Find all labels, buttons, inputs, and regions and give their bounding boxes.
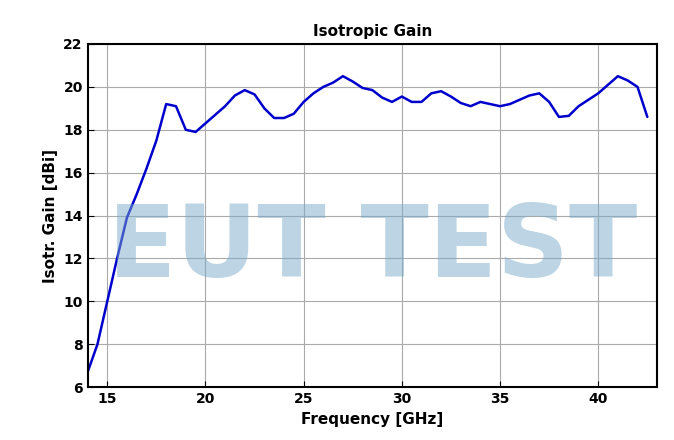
X-axis label: Frequency [GHz]: Frequency [GHz] (301, 411, 443, 427)
Text: EUT TEST: EUT TEST (108, 202, 637, 298)
Y-axis label: Isotr. Gain [dBi]: Isotr. Gain [dBi] (42, 149, 58, 282)
Title: Isotropic Gain: Isotropic Gain (313, 24, 432, 39)
